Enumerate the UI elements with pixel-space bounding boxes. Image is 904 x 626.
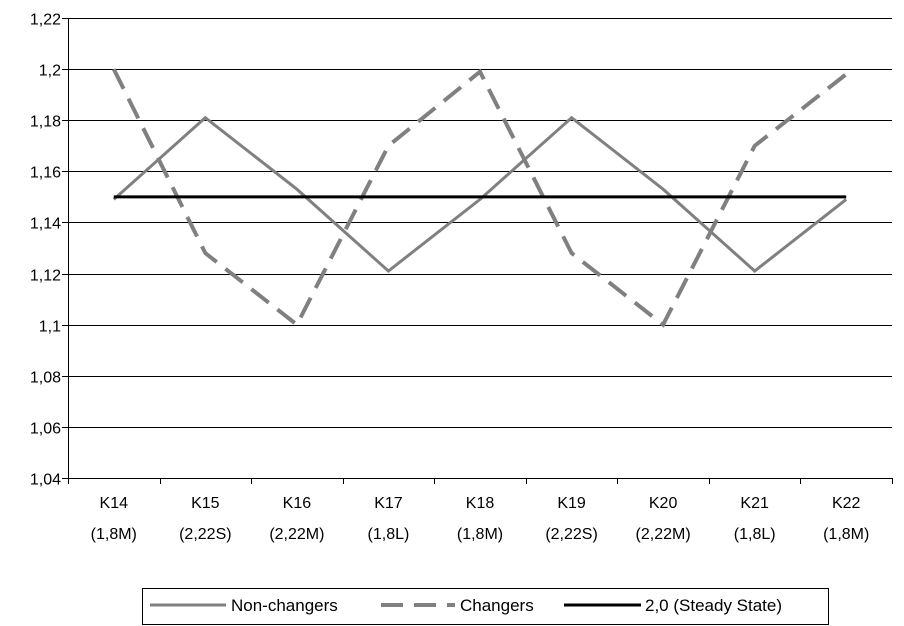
gridlines	[68, 18, 892, 428]
x-tick-label: (2,22M)	[269, 526, 324, 543]
y-tick-label: 1,18	[30, 114, 61, 131]
x-tick-label: (1,8M)	[91, 526, 137, 543]
x-tick-label: (2,22S)	[179, 526, 231, 543]
x-tick-label: K15	[191, 495, 220, 512]
x-tick-label: (1,8M)	[457, 526, 503, 543]
y-tick-label: 1,12	[30, 268, 61, 285]
x-tick-label: K21	[740, 495, 769, 512]
axes	[62, 18, 893, 484]
x-tick-label: (2,22M)	[636, 526, 691, 543]
legend: Non-changers Changers 2,0 (Steady State)	[142, 588, 829, 625]
y-tick-label: 1,22	[30, 12, 61, 29]
y-tick-labels: 1,04 1,06 1,08 1,1 1,12 1,14 1,16 1,18 1,2 1,22	[30, 12, 61, 489]
legend-label-2: 2,0 (Steady State)	[645, 596, 782, 615]
x-tick-label: K22	[832, 495, 861, 512]
x-tick-label: (1,8M)	[823, 526, 869, 543]
legend-label-1: Changers	[460, 596, 534, 615]
x-tick-label: K16	[283, 495, 312, 512]
y-tick-label: 1,16	[30, 165, 61, 182]
y-tick-label: 1,06	[30, 421, 61, 438]
legend-label-0: Non-changers	[231, 596, 338, 615]
x-tick-label: (1,8L)	[734, 526, 776, 543]
y-tick-label: 1,08	[30, 370, 61, 387]
legend-box	[142, 588, 829, 625]
x-tick-label: K19	[557, 495, 586, 512]
x-tick-label: K14	[100, 495, 129, 512]
x-tick-labels: K14 (1,8M) K15 (2,22S) K16 (2,22M) K17 (1,8L) K1…	[91, 495, 870, 543]
series-lines	[112, 68, 848, 328]
x-tick-label: (1,8L)	[368, 526, 410, 543]
series-line-0	[112, 115, 848, 273]
x-tick-label: (2,22S)	[545, 526, 597, 543]
x-tick-label: K17	[374, 495, 403, 512]
y-tick-label: 1,14	[30, 216, 61, 233]
y-tick-label: 1,1	[39, 319, 61, 336]
y-tick-label: 1,04	[30, 472, 61, 489]
x-tick-label: K20	[649, 495, 678, 512]
series-line-1	[112, 68, 848, 328]
x-tick-label: K18	[466, 495, 495, 512]
y-tick-label: 1,2	[39, 63, 61, 80]
